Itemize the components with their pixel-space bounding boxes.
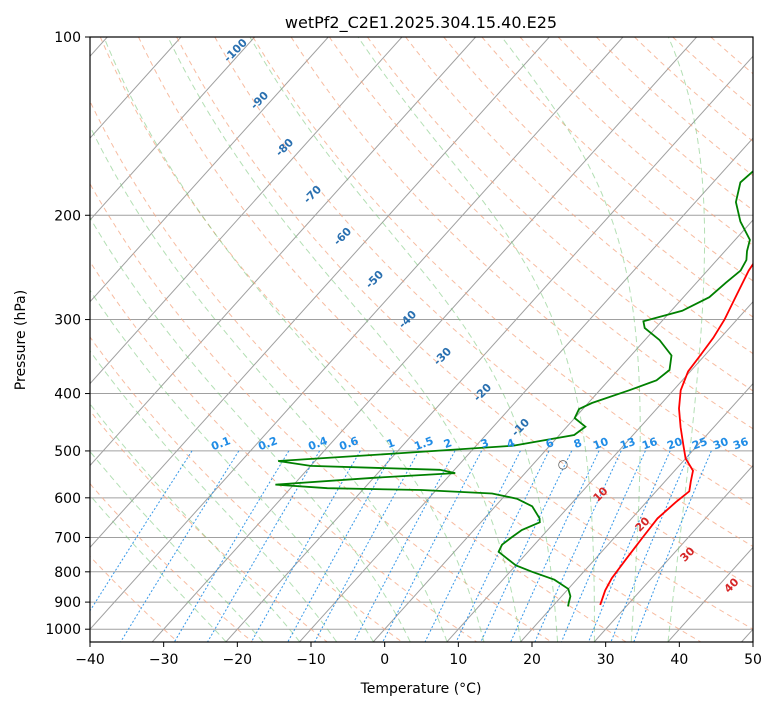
x-tick-label: −20 [223, 652, 253, 668]
isotherm-line [373, 219, 753, 642]
x-tick-label: −40 [75, 652, 105, 668]
dry-adiabat [176, 37, 753, 589]
dry-adiabat [90, 555, 178, 642]
x-tick-label: −30 [149, 652, 179, 668]
isotherm-line [594, 464, 753, 642]
mixing-ratio-label: 13 [618, 435, 637, 452]
y-tick-label: 900 [54, 595, 81, 611]
mixing-ratio-label: 4 [505, 436, 517, 451]
y-tick-label: 800 [54, 565, 81, 581]
moist-adiabat [167, 37, 522, 642]
y-axis-ticks: 100 200 300 400 500 600 700 800 900 1000 [45, 30, 90, 638]
mixing-ratio-label: 16 [640, 435, 659, 453]
mixing-ratio-line [353, 450, 456, 642]
isotherm-line [90, 37, 477, 467]
dry-adiabat [90, 100, 626, 642]
x-tick-label: 40 [670, 652, 688, 668]
mixing-ratio-line [120, 450, 240, 642]
moist-adiabat [90, 350, 337, 642]
dry-adiabat [90, 260, 477, 642]
mixing-ratio-label: 2 [442, 436, 454, 451]
moist-adiabat [357, 37, 595, 642]
parcel-marker: ○ [558, 457, 568, 471]
isotherm-line [446, 301, 753, 642]
x-tick-label: 50 [744, 652, 762, 668]
x-tick-label: 30 [597, 652, 615, 668]
dry-adiabat [252, 37, 753, 508]
isotherm-line [90, 37, 624, 630]
mixing-ratio-label: 1.5 [412, 434, 435, 453]
mixing-ratio-line [480, 450, 573, 642]
mixing-ratio-line [534, 450, 622, 642]
mixing-ratio-line [251, 450, 361, 642]
mixing-ratio-label: 20 [665, 435, 684, 453]
mixing-ratio-line [455, 450, 550, 642]
mixing-ratio-label: 10 [591, 435, 610, 453]
x-tick-label: 20 [523, 652, 541, 668]
y-tick-label: 1000 [45, 622, 81, 638]
y-tick-label: 100 [54, 30, 81, 46]
moist-adiabat [90, 289, 374, 642]
mixing-ratio-label: 8 [572, 436, 584, 451]
background-lines [90, 37, 753, 642]
mixing-ratio-line [610, 450, 692, 642]
y-tick-label: 500 [54, 444, 81, 460]
dewpoint-profile-line [275, 170, 753, 607]
x-tick-label: −10 [296, 652, 326, 668]
mixing-ratio-label: 3 [479, 436, 491, 451]
mixing-ratio-line [510, 450, 600, 642]
isotherm-line [152, 37, 698, 642]
mixing-ratio-label: 25 [690, 435, 709, 452]
moist-adiabat [103, 37, 485, 642]
mixing-ratio-label: 36 [731, 435, 750, 453]
moist-adiabat [667, 37, 706, 642]
x-axis-ticks: −40 −30 −20 −10 0 10 20 30 40 50 [75, 642, 762, 668]
mixing-ratio-label: 0.2 [256, 434, 279, 453]
x-tick-label: 0 [380, 652, 389, 668]
moist-adiabat [501, 37, 641, 642]
mixing-ratio-label: 0.1 [209, 434, 232, 453]
mixing-ratio-line [314, 450, 420, 642]
isotherm-line [90, 37, 403, 385]
y-tick-label: 600 [54, 491, 81, 507]
dry-adiabat [90, 336, 402, 642]
y-tick-label: 700 [54, 530, 81, 546]
mixing-ratio-label: 30 [711, 435, 730, 453]
mixing-ratio-label: 1 [385, 436, 397, 451]
y-tick-label: 200 [54, 208, 81, 224]
dry-adiabat [138, 37, 753, 630]
moist-adiabat [90, 403, 301, 642]
isotherm-line [90, 37, 550, 549]
x-tick-label: 10 [449, 652, 467, 668]
isotherm-line [225, 55, 753, 642]
dry-adiabat [90, 482, 253, 642]
moist-adiabat [90, 450, 264, 642]
dry-adiabat [290, 37, 753, 468]
dry-adiabat [90, 182, 552, 642]
mixing-ratio-line [382, 450, 483, 642]
dry-adiabat [99, 37, 701, 642]
profile-series [275, 170, 753, 607]
x-axis-label: Temperature (°C) [360, 681, 482, 697]
isotherm-line [90, 37, 329, 303]
moist-adiabat [90, 125, 448, 642]
dry-adiabat [214, 37, 753, 548]
mixing-ratio-line [287, 450, 395, 642]
y-tick-label: 400 [54, 387, 81, 403]
mixing-ratio-line [90, 450, 193, 612]
temperature-profile-line [599, 262, 753, 606]
isotherm-line [520, 382, 753, 642]
mixing-ratio-line [633, 450, 712, 642]
y-tick-label: 300 [54, 313, 81, 329]
plot-frame [89, 36, 754, 643]
mixing-ratio-label: 6 [544, 436, 556, 451]
chart-title: wetPf2_C2E1.2025.304.15.40.E25 [285, 13, 557, 33]
isotherm-line [90, 37, 256, 221]
y-axis-label: Pressure (hPa) [13, 290, 29, 390]
moist-adiabat [249, 37, 558, 642]
mixing-ratio-label: 0.4 [306, 434, 329, 453]
mixing-ratio-label: 0.6 [337, 434, 360, 453]
